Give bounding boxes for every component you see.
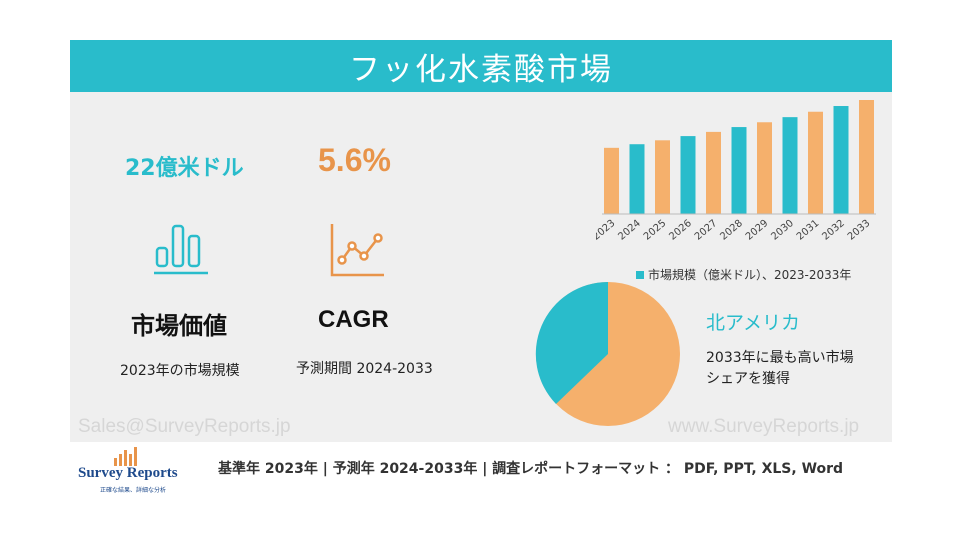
- tick-label-2024: 2024: [616, 218, 643, 243]
- bar-2033: [859, 100, 874, 214]
- cagr-value: 5.6%: [318, 142, 391, 178]
- bar-2032: [833, 106, 849, 214]
- region-desc: 2033年に最も高い市場 シェアを獲得: [706, 348, 854, 390]
- bar-2031: [808, 111, 823, 214]
- bar-2024: [629, 144, 645, 214]
- tick-label-2028: 2028: [718, 218, 745, 243]
- page-title: フッ化水素酸市場: [70, 40, 892, 92]
- bar-2030: [782, 117, 798, 214]
- watermark-url: www.SurveyReports.jp: [668, 416, 860, 437]
- market-sub: 2023年の市場規模: [120, 363, 240, 379]
- tick-label-2032: 2032: [820, 218, 847, 243]
- legend-swatch: [636, 270, 644, 279]
- watermark-email: Sales@SurveyReports.jp: [78, 416, 291, 437]
- tick-label-2023: 2023: [596, 218, 617, 243]
- logo-bars-icon: [114, 447, 137, 466]
- region-name: 北アメリカ: [706, 312, 801, 334]
- cagr-sub: 予測期間 2024-2033: [296, 361, 433, 377]
- tick-label-2033: 2033: [846, 218, 873, 243]
- infographic-panel: [70, 40, 892, 442]
- chart-legend: 市場規模（億米ドル）、2023-2033年: [636, 266, 851, 283]
- pie-slice-north-america: [535, 281, 608, 404]
- region-desc-line2: シェアを獲得: [706, 371, 790, 387]
- bar-2029: [757, 122, 772, 214]
- bar-2028: [731, 127, 747, 214]
- logo-name: Survey Reports: [78, 465, 178, 481]
- tick-label-2029: 2029: [744, 218, 771, 243]
- line-chart-icon: [330, 224, 384, 277]
- logo-tagline: 正確な結果、詳細な分析: [100, 487, 167, 494]
- region-pie-chart: [535, 281, 680, 426]
- bar-2027: [706, 131, 721, 214]
- footer-info: 基準年 2023年 | 予測年 2024-2033年 | 調査レポートフォーマッ…: [218, 461, 844, 477]
- tick-label-2030: 2030: [769, 218, 796, 243]
- tick-label-2027: 2027: [693, 218, 720, 243]
- bar-2025: [655, 140, 670, 214]
- tick-label-2026: 2026: [667, 218, 694, 243]
- tick-label-2031: 2031: [795, 218, 822, 243]
- market-label: 市場価値: [131, 312, 227, 340]
- bar-2023: [604, 147, 619, 214]
- cagr-label: CAGR: [318, 306, 389, 333]
- region-desc-line1: 2033年に最も高い市場: [706, 350, 854, 366]
- market-size-chart: 2023202420252026202720282029203020312032…: [596, 100, 876, 243]
- bar-chart-icon: [154, 224, 208, 275]
- market-value: 22億米ドル: [125, 156, 244, 181]
- bar-2026: [680, 136, 696, 214]
- tick-label-2025: 2025: [642, 218, 669, 243]
- legend-label: 市場規模（億米ドル）、2023-2033年: [648, 268, 852, 282]
